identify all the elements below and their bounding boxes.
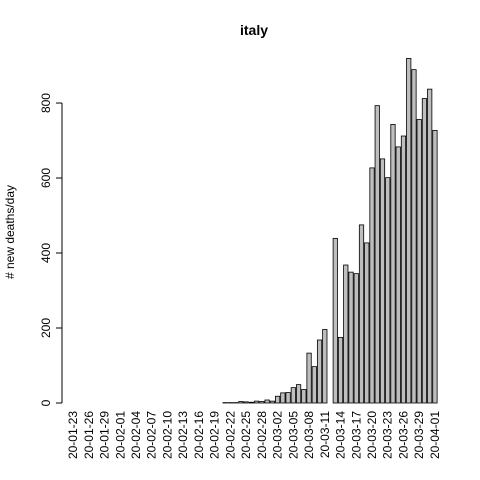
bar (421, 98, 428, 404)
bar (322, 329, 328, 404)
chart-title: italy (240, 22, 268, 38)
bar (248, 401, 254, 404)
bar (254, 400, 260, 404)
x-tick-label: 20-01-29 (98, 411, 112, 459)
bar (427, 88, 433, 404)
bar (395, 146, 401, 404)
bar (264, 399, 270, 404)
x-tick-label: 20-02-28 (255, 411, 269, 459)
bar (290, 387, 296, 404)
bar (343, 264, 349, 404)
x-tick-label: 20-03-02 (271, 411, 285, 459)
x-tick-label: 20-03-17 (349, 411, 363, 459)
x-tick-label: 20-02-25 (239, 411, 253, 459)
x-tick-label: 20-02-13 (176, 411, 190, 459)
bar (353, 273, 359, 404)
bar (411, 69, 417, 404)
y-tick-label: 200 (39, 318, 53, 338)
y-tick-label: 600 (39, 168, 53, 188)
bar (400, 135, 407, 404)
x-tick-label: 20-03-14 (334, 411, 348, 459)
bar (364, 242, 370, 404)
x-tick-label: 20-01-23 (66, 411, 80, 459)
bar (432, 129, 438, 404)
bar (295, 384, 302, 404)
bar (374, 105, 380, 404)
bar (280, 392, 286, 404)
bar (379, 158, 386, 404)
bar (269, 400, 275, 404)
x-tick-label: 20-03-23 (381, 411, 395, 459)
y-tick-label: 0 (39, 399, 53, 406)
y-tick-label: 800 (39, 93, 53, 113)
x-tick-label: 20-02-10 (160, 411, 174, 459)
bar (306, 352, 312, 404)
bar (316, 339, 323, 404)
x-tick-label: 20-03-26 (396, 411, 410, 459)
x-tick-label: 20-03-11 (318, 411, 332, 458)
x-tick-label: 20-03-20 (365, 411, 379, 459)
x-tick-label: 20-01-26 (82, 411, 96, 459)
bar (332, 237, 338, 404)
x-tick-label: 20-02-19 (208, 411, 222, 459)
bar (385, 177, 391, 404)
bar (259, 401, 265, 404)
x-tick-label: 20-02-01 (113, 411, 127, 459)
y-tick-label: 400 (39, 243, 53, 263)
x-tick-label: 20-02-22 (223, 411, 237, 459)
x-tick-label: 20-03-05 (286, 411, 300, 459)
y-axis-label: # new deaths/day (3, 185, 17, 279)
bar (285, 392, 291, 404)
bar (416, 119, 422, 404)
x-tick-label: 20-02-07 (145, 411, 159, 459)
x-tick-label: 20-04-01 (428, 411, 442, 459)
x-tick-label: 20-03-29 (412, 411, 426, 459)
bar (243, 401, 249, 404)
bar (406, 58, 412, 404)
bar (390, 123, 396, 404)
bar (301, 389, 307, 404)
x-tick-label: 20-03-08 (302, 411, 316, 459)
bar (311, 366, 317, 404)
bar (238, 401, 244, 404)
bar (369, 167, 375, 404)
x-tick-label: 20-02-16 (192, 411, 206, 459)
bar (275, 395, 281, 404)
bar (358, 224, 365, 404)
bar (348, 271, 354, 404)
bar (337, 336, 344, 404)
x-tick-label: 20-02-04 (129, 411, 143, 459)
